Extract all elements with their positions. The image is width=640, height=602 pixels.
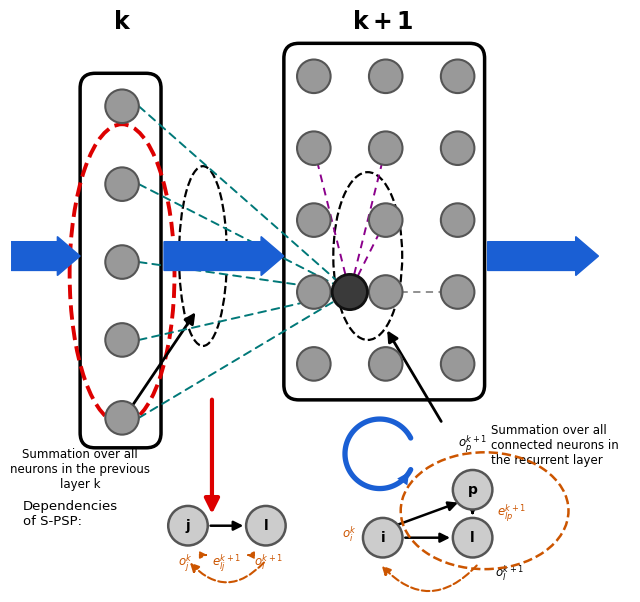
Circle shape (297, 60, 331, 93)
FancyBboxPatch shape (284, 43, 484, 400)
Circle shape (332, 275, 367, 309)
Circle shape (441, 347, 474, 380)
Circle shape (369, 60, 403, 93)
Circle shape (297, 203, 331, 237)
Text: Summation over all
neurons in the previous
layer k: Summation over all neurons in the previo… (10, 448, 150, 491)
Text: Dependencies
of S-PSP:: Dependencies of S-PSP: (23, 500, 118, 528)
Circle shape (297, 275, 331, 309)
Text: Summation over all
connected neurons in
the recurrent layer: Summation over all connected neurons in … (491, 424, 618, 467)
Circle shape (246, 506, 285, 545)
Text: $e_{lp}^{k+1}$: $e_{lp}^{k+1}$ (497, 503, 526, 524)
Circle shape (168, 506, 208, 545)
Circle shape (441, 275, 474, 309)
Circle shape (369, 131, 403, 165)
Text: $o_p^{k+1}$: $o_p^{k+1}$ (458, 433, 487, 455)
Circle shape (441, 60, 474, 93)
Circle shape (297, 131, 331, 165)
FancyArrowPatch shape (191, 562, 264, 582)
Text: $\mathbf{k+1}$: $\mathbf{k+1}$ (352, 10, 413, 34)
Circle shape (441, 203, 474, 237)
FancyArrowPatch shape (383, 565, 477, 591)
Circle shape (369, 203, 403, 237)
Circle shape (106, 167, 139, 201)
Text: $o_l^{k+1}$: $o_l^{k+1}$ (495, 563, 525, 583)
Circle shape (369, 347, 403, 380)
Circle shape (363, 518, 403, 557)
FancyArrow shape (164, 237, 284, 276)
Circle shape (453, 470, 492, 509)
Text: $\mathbf{k}$: $\mathbf{k}$ (113, 10, 131, 34)
Circle shape (369, 275, 403, 309)
Text: j: j (186, 519, 190, 533)
Circle shape (297, 347, 331, 380)
Text: p: p (468, 483, 477, 497)
FancyBboxPatch shape (80, 73, 161, 448)
Text: l: l (470, 531, 475, 545)
Circle shape (106, 90, 139, 123)
Text: l: l (264, 519, 268, 533)
Text: i: i (380, 531, 385, 545)
Text: $o_i^k$: $o_i^k$ (342, 525, 357, 544)
Text: $o_l^{k+1}$: $o_l^{k+1}$ (254, 553, 284, 572)
Text: $o_j^k$: $o_j^k$ (177, 553, 193, 574)
Text: $e_{lj}^{k+1}$: $e_{lj}^{k+1}$ (212, 553, 241, 574)
FancyArrow shape (12, 237, 80, 276)
Circle shape (453, 518, 492, 557)
Circle shape (106, 401, 139, 435)
Circle shape (441, 131, 474, 165)
FancyArrowPatch shape (200, 552, 206, 558)
Circle shape (106, 245, 139, 279)
Circle shape (106, 323, 139, 357)
FancyArrow shape (488, 237, 598, 276)
FancyArrowPatch shape (248, 552, 254, 558)
